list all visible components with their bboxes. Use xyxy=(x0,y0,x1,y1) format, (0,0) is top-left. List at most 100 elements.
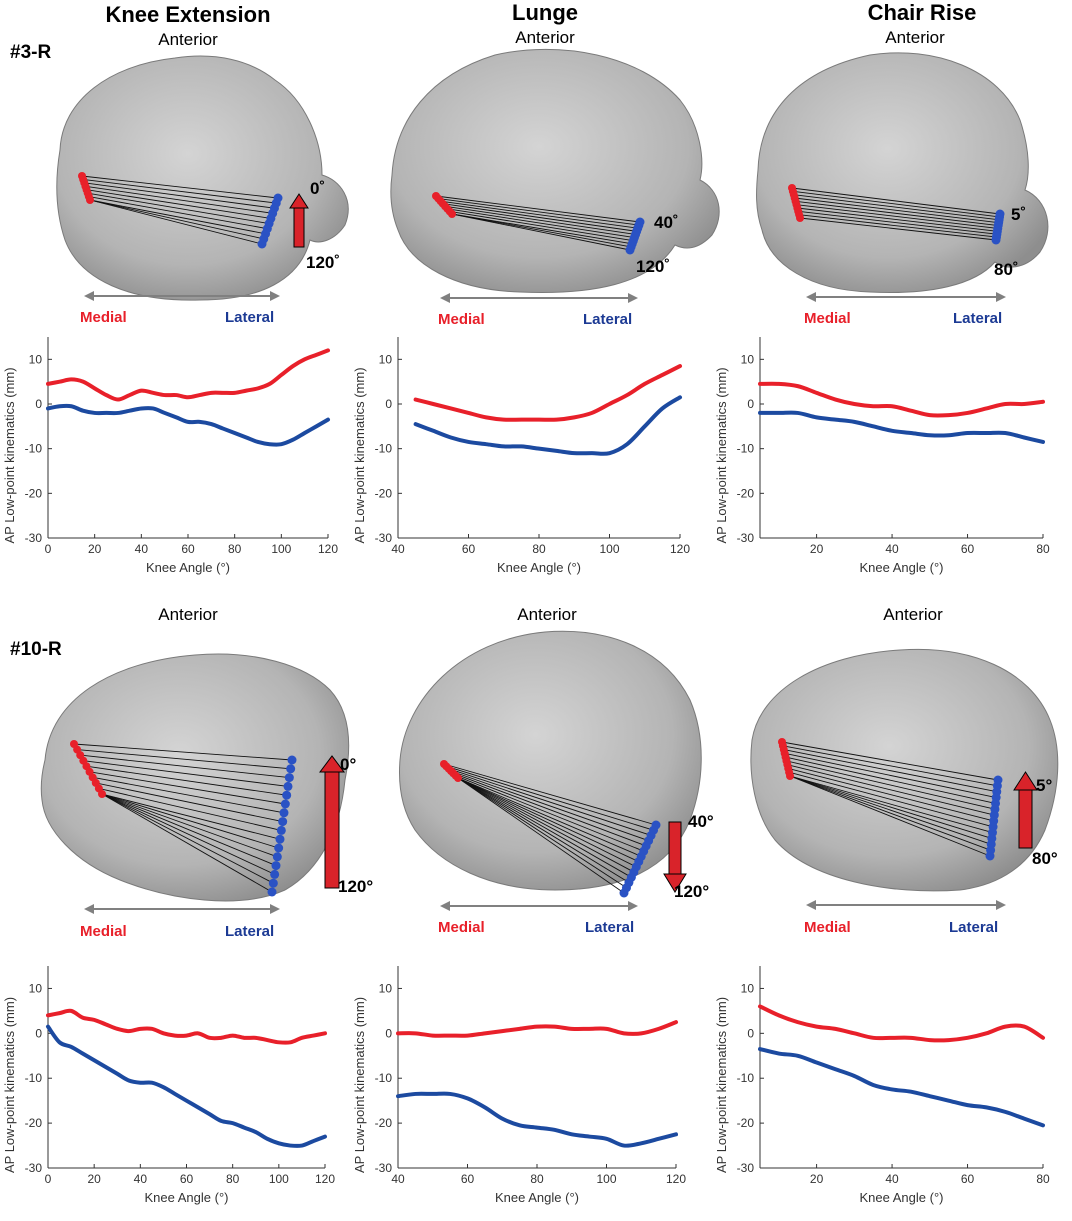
contact-line xyxy=(451,213,633,245)
anterior-label: Anterior xyxy=(158,30,218,49)
contact-line xyxy=(455,775,644,852)
contact-line-bundle xyxy=(78,172,283,249)
contact-line xyxy=(449,210,634,242)
y-axis-label: AP Low-point kinematics (mm) xyxy=(2,997,17,1173)
contact-line xyxy=(77,749,291,770)
contact-line xyxy=(442,203,637,232)
contact-line xyxy=(445,205,636,235)
contact-line xyxy=(457,777,635,873)
medial-series-line xyxy=(46,348,330,402)
x-axis-label: Knee Angle (°) xyxy=(146,560,230,575)
contact-line xyxy=(89,199,264,240)
x-tick-label: 100 xyxy=(271,542,291,556)
x-tick-label: 20 xyxy=(810,542,824,556)
lateral-series-line xyxy=(758,1047,1045,1128)
column-title-chair-rise: Chair Rise xyxy=(868,0,977,25)
anterior-label: Anterior xyxy=(515,28,575,47)
contact-line xyxy=(795,200,999,227)
y-tick-label: -30 xyxy=(375,1161,393,1175)
contact-line xyxy=(101,793,279,849)
angle-end-label: 120° xyxy=(674,882,709,901)
y-tick-label: -20 xyxy=(25,1116,43,1130)
contact-line xyxy=(73,743,293,761)
y-tick-label: 10 xyxy=(29,352,43,366)
angle-start-label: 40° xyxy=(688,812,714,831)
tibia-surface-image xyxy=(756,52,1049,293)
x-tick-label: 120 xyxy=(318,542,338,556)
lateral-contact-point xyxy=(278,817,288,827)
x-tick-label: 40 xyxy=(134,1172,148,1186)
medial-lateral-axis-arrow xyxy=(84,291,280,301)
contact-line xyxy=(101,793,273,893)
contact-line xyxy=(457,777,639,863)
flexion-direction-arrow xyxy=(1013,771,1038,849)
y-tick-label: 0 xyxy=(747,1026,754,1040)
contact-line xyxy=(797,207,998,232)
x-tick-label: 80 xyxy=(532,542,546,556)
angle-end-label: 80° xyxy=(1032,849,1058,868)
contact-line xyxy=(457,777,625,894)
lateral-contact-point xyxy=(275,834,285,844)
contact-line xyxy=(86,765,287,796)
contact-line xyxy=(92,776,285,814)
y-tick-label: -20 xyxy=(375,486,393,500)
contact-line xyxy=(89,199,266,235)
lateral-contact-point xyxy=(267,887,277,897)
medial-lateral-axis-arrow xyxy=(806,900,1006,910)
y-tick-label: -30 xyxy=(25,531,43,545)
contact-line xyxy=(101,793,281,840)
x-tick-label: 80 xyxy=(530,1172,544,1186)
contact-line xyxy=(784,752,997,798)
x-tick-label: 40 xyxy=(391,542,405,556)
contact-line xyxy=(438,198,639,226)
medial-label: Medial xyxy=(80,309,127,326)
medial-lateral-axis-arrow xyxy=(84,904,280,914)
y-tick-label: -30 xyxy=(737,1161,755,1175)
lateral-contact-point xyxy=(991,235,1001,245)
medial-contact-point xyxy=(796,214,804,222)
x-tick-label: 20 xyxy=(87,1172,101,1186)
angle-start-label: 5° xyxy=(1036,776,1052,795)
contact-line xyxy=(453,772,647,847)
medial-series-line xyxy=(396,1020,678,1038)
lateral-series-line xyxy=(413,395,682,456)
medial-contact-point xyxy=(98,790,106,798)
contact-line xyxy=(85,185,273,214)
contact-line xyxy=(796,204,998,229)
medial-contact-point xyxy=(454,774,462,782)
contact-line xyxy=(789,775,992,839)
contact-line xyxy=(450,770,649,842)
subject-label: #10-R xyxy=(10,639,62,660)
x-tick-label: 60 xyxy=(961,542,975,556)
anterior-label: Anterior xyxy=(517,605,577,624)
y-axis-label: AP Low-point kinematics (mm) xyxy=(714,997,729,1173)
contact-line xyxy=(789,775,991,851)
contact-line xyxy=(87,192,270,224)
y-tick-label: 0 xyxy=(747,397,754,411)
x-tick-label: 60 xyxy=(180,1172,194,1186)
y-tick-label: -20 xyxy=(737,486,755,500)
x-tick-label: 100 xyxy=(599,542,619,556)
y-tick-label: -20 xyxy=(737,1116,755,1130)
medial-label: Medial xyxy=(80,923,127,940)
lateral-contact-point xyxy=(284,773,294,783)
contact-line xyxy=(457,777,642,857)
x-tick-label: 40 xyxy=(135,542,149,556)
lateral-contact-point xyxy=(276,825,286,835)
x-axis-label: Knee Angle (°) xyxy=(145,1190,229,1205)
contact-line xyxy=(794,197,999,224)
contact-line xyxy=(457,777,630,883)
flexion-direction-arrow xyxy=(663,821,687,893)
y-tick-label: 10 xyxy=(741,352,755,366)
x-tick-label: 0 xyxy=(45,542,52,556)
y-tick-label: 10 xyxy=(379,352,393,366)
medial-contact-point xyxy=(786,772,794,780)
lateral-series-line xyxy=(46,1024,327,1148)
medial-contact-point xyxy=(448,210,456,218)
contact-line xyxy=(791,187,1001,215)
x-tick-label: 80 xyxy=(1036,1172,1050,1186)
